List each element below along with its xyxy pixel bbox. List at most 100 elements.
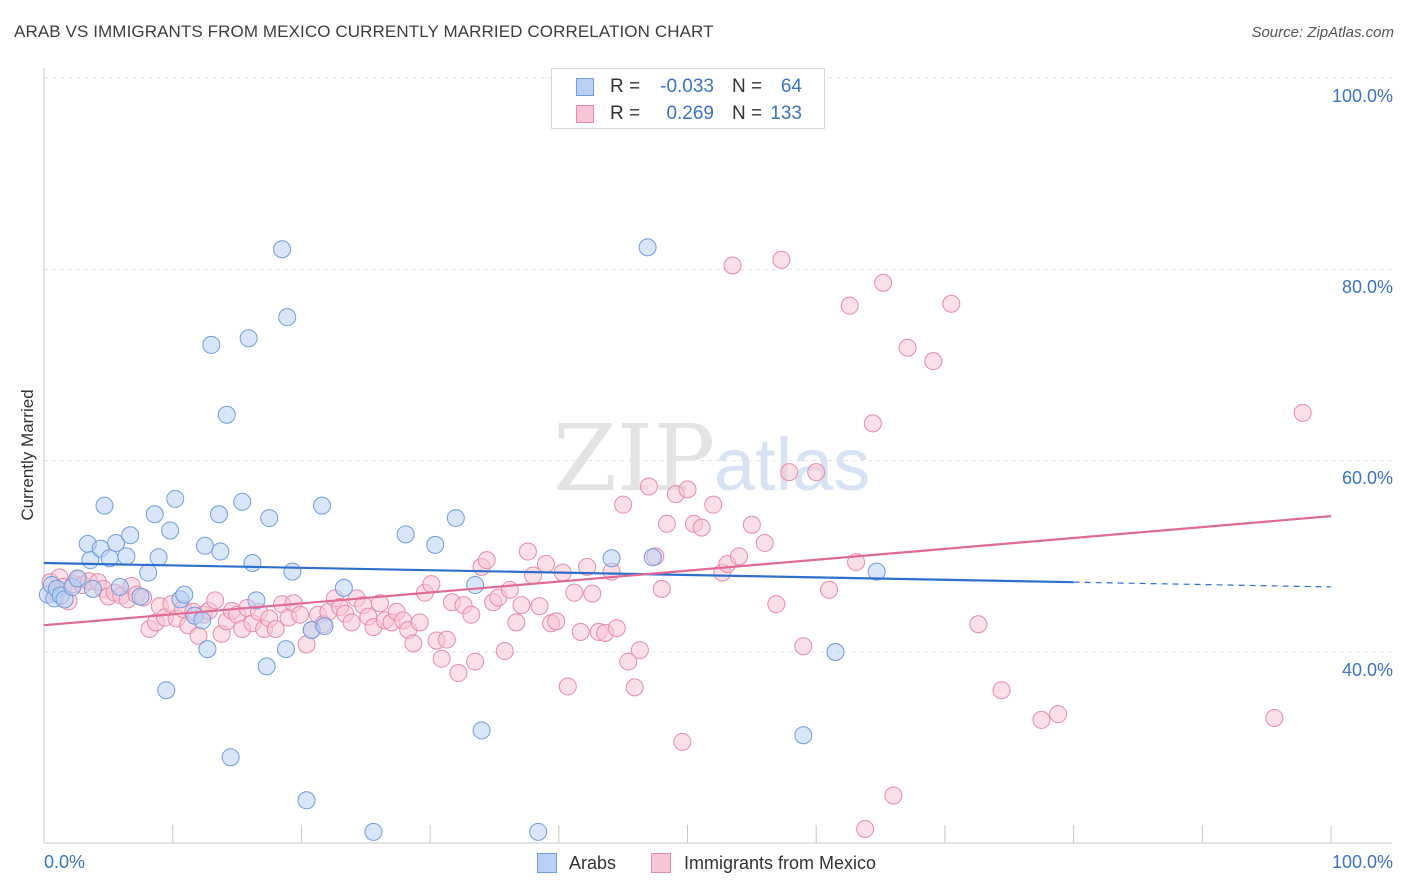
mexico-point xyxy=(449,664,468,683)
mexico-point xyxy=(772,250,791,269)
arab-point xyxy=(95,496,114,515)
mexico-point xyxy=(673,732,692,751)
x-tick-100: 100.0% xyxy=(1331,852,1393,872)
stats-legend: R = -0.033 N = 64 R = 0.269 N = 133 xyxy=(551,68,825,129)
mexico-point xyxy=(924,352,943,371)
mexico-point xyxy=(807,463,826,482)
mexico-point xyxy=(723,256,742,275)
arab-point xyxy=(145,505,164,524)
arab-point xyxy=(210,505,229,524)
arab-point xyxy=(83,579,102,598)
stats-row-arabs: R = -0.033 N = 64 xyxy=(552,75,824,101)
arab-point xyxy=(260,509,279,528)
n-label: N = xyxy=(732,103,763,124)
mexico-point xyxy=(547,612,566,631)
arab-point xyxy=(472,721,491,740)
arab-point xyxy=(202,335,221,354)
mexico-point xyxy=(856,819,875,838)
mexico-point xyxy=(495,642,514,661)
arab-point xyxy=(139,563,158,582)
arab-point xyxy=(243,554,262,573)
arab-point xyxy=(278,308,297,327)
source-label: Source: ZipAtlas.com xyxy=(1251,24,1394,41)
arab-point xyxy=(334,578,353,597)
arab-point xyxy=(312,496,331,515)
mexico-point xyxy=(404,634,423,653)
arabs-legend-label: Arabs xyxy=(569,853,617,873)
mexico-point xyxy=(863,414,882,433)
arab-point xyxy=(315,617,334,636)
arab-point xyxy=(602,549,621,568)
mexico-point xyxy=(898,338,917,357)
arab-point xyxy=(233,492,252,511)
mexico-point xyxy=(291,605,310,624)
mexico-point xyxy=(583,584,602,603)
trendlines xyxy=(43,515,1332,627)
arab-point xyxy=(297,791,316,810)
mexico-point xyxy=(992,681,1011,700)
arab-point xyxy=(149,548,168,567)
mexico-point xyxy=(969,615,988,634)
mexico-swatch xyxy=(576,105,594,123)
arab-point xyxy=(257,657,276,676)
arab-point xyxy=(166,489,185,508)
mexico-point xyxy=(437,630,456,649)
mexico-point xyxy=(884,786,903,805)
arab-trendline xyxy=(43,561,1074,584)
arab-point xyxy=(529,822,548,841)
arab-point xyxy=(161,521,180,540)
mexico-point xyxy=(820,580,839,599)
arab-point xyxy=(643,548,662,567)
y-tick-40: 40.0% xyxy=(1341,660,1393,680)
mexico-point xyxy=(767,595,786,614)
x-tick-0: 0.0% xyxy=(44,852,86,872)
mexico-point xyxy=(565,583,584,602)
mexico-point xyxy=(780,463,799,482)
x-ticks xyxy=(172,825,1332,843)
mexico-legend-label: Immigrants from Mexico xyxy=(684,853,877,873)
mexico-point xyxy=(530,597,549,616)
arab-point xyxy=(110,577,129,596)
mexico-point xyxy=(477,551,496,570)
arab-point xyxy=(426,535,445,554)
arab-point xyxy=(198,640,217,659)
arab-point xyxy=(121,526,140,545)
arab-point xyxy=(211,542,230,561)
mexico-point xyxy=(571,622,590,641)
mexico-point xyxy=(607,619,626,638)
mexico-point xyxy=(874,273,893,292)
mexico-point xyxy=(432,649,451,668)
r-value: 0.269 xyxy=(666,103,714,124)
arab-point xyxy=(638,238,657,257)
mexico-point xyxy=(742,515,761,534)
arab-point xyxy=(446,509,465,528)
y-tick-100: 100.0% xyxy=(1331,86,1393,106)
arab-point xyxy=(221,748,240,767)
arab-point xyxy=(217,405,236,424)
r-label: R = xyxy=(610,103,641,124)
n-value: 64 xyxy=(780,76,802,97)
mexico-point xyxy=(518,542,537,561)
mexico-point xyxy=(657,514,676,533)
mexico-point xyxy=(507,613,526,632)
n-label: N = xyxy=(732,76,763,97)
mexico-point xyxy=(206,591,225,610)
mexico-point xyxy=(678,480,697,499)
arab-point xyxy=(273,240,292,259)
mexico-point xyxy=(422,575,441,594)
mexico-point xyxy=(729,547,748,566)
mexico-point xyxy=(840,296,859,315)
mexico-trendline xyxy=(43,515,1332,627)
axes xyxy=(43,68,1392,844)
mexico-point xyxy=(942,294,961,313)
mexico-point xyxy=(704,495,723,514)
arab-point xyxy=(68,569,87,588)
mexico-point xyxy=(1293,403,1312,422)
mexico-legend-swatch xyxy=(651,853,671,873)
mexico-point xyxy=(462,605,481,624)
r-label: R = xyxy=(610,76,641,97)
mexico-point xyxy=(410,613,429,632)
gridlines xyxy=(44,77,1392,653)
mexico-point xyxy=(755,533,774,552)
